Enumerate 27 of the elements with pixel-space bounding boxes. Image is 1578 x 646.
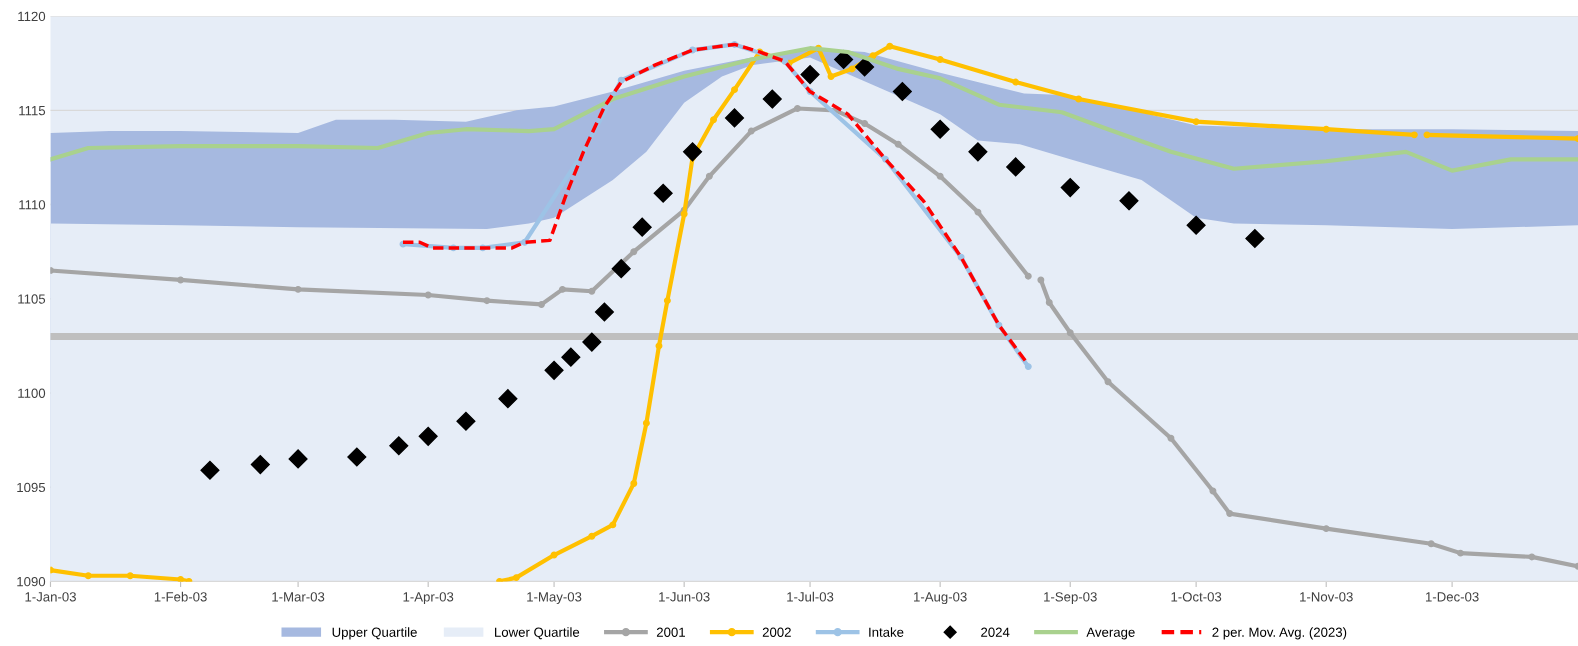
x-tick-label: 1-Apr-03 [403, 592, 454, 605]
legend-label: Intake [869, 627, 904, 637]
y-tick-label: 1095 [17, 482, 46, 493]
x-tick-label: 1-Oct-03 [1171, 592, 1222, 602]
x-tick-label: 1-Aug-03 [914, 592, 967, 605]
legend-label: 2002 [762, 627, 791, 637]
legend-label: Lower Quartile [495, 627, 580, 640]
legend-label: 2001 [656, 627, 685, 637]
x-tick-label: 1-Dec-03 [1425, 592, 1479, 602]
x-tick-label: 1-Nov-03 [1300, 592, 1353, 602]
legend-label: Upper Quartile [332, 627, 417, 640]
x-tick-label: 1-Sep-03 [1044, 592, 1097, 605]
legend-label: 2024 [981, 627, 1010, 637]
legend-label: Average [1086, 627, 1135, 640]
x-tick-label: 1-May-03 [527, 592, 582, 605]
y-tick-label: 1115 [19, 106, 46, 116]
x-tick-label: 1-Mar-03 [272, 592, 325, 602]
x-tick-label: 1-Jun-03 [659, 592, 710, 602]
x-tick-label: 1-Jan-03 [25, 592, 76, 602]
y-tick-label: 1105 [18, 294, 46, 304]
y-tick-label: 1110 [19, 200, 46, 210]
y-tick-label: 1100 [18, 388, 46, 398]
legend-label: 2 per. Mov. Avg. (2023) [1212, 627, 1347, 640]
y-tick-label: 1090 [17, 576, 46, 587]
x-tick-label: 1-Jul-03 [787, 591, 834, 602]
x-tick-label: 1-Feb-03 [154, 591, 207, 602]
y-tick-label: 1120 [18, 11, 46, 22]
